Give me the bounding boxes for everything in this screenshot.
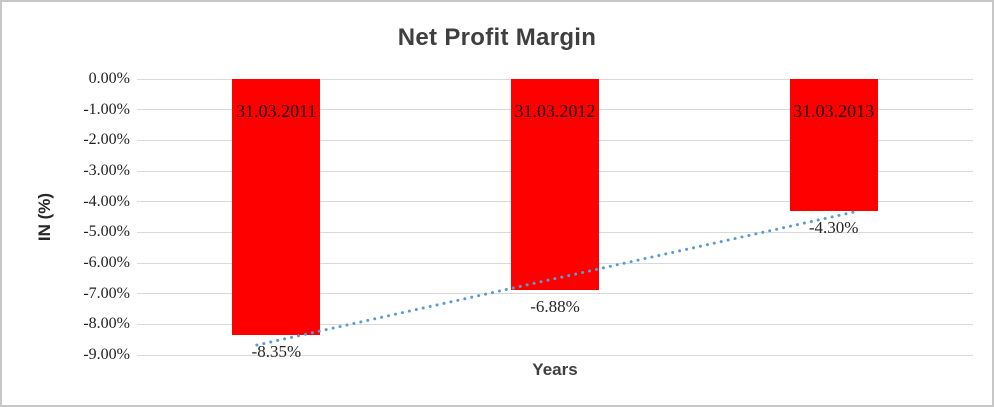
y-tick-label: -1.00% — [83, 100, 130, 118]
y-tick-label: -6.00% — [83, 254, 130, 271]
y-tick-label: -4.00% — [83, 192, 130, 210]
y-tick-label: -3.00% — [83, 162, 130, 179]
y-tick-label: -9.00% — [83, 346, 130, 363]
x-axis-title: Years — [532, 360, 578, 379]
bar-category-label: 31.03.2011 — [236, 101, 317, 121]
bar-value-label: -4.30% — [808, 217, 859, 237]
y-tick-label: -8.00% — [83, 315, 130, 333]
chart-title: Net Profit Margin — [397, 24, 597, 51]
y-tick-label: -7.00% — [83, 284, 130, 302]
bar-31.03.2013 — [789, 79, 878, 211]
bar-value-label: -8.35% — [251, 342, 302, 362]
bar-value-label: -6.88% — [530, 296, 580, 316]
y-tick-label: -2.00% — [83, 131, 130, 149]
gridline — [137, 354, 973, 356]
bar-category-label: 31.03.2013 — [793, 101, 875, 121]
bar-category-label: 31.03.2012 — [514, 101, 596, 121]
plot-area: 31.03.2011 -8.35% 31.03.2012 -6.88% 31.03.20… — [137, 78, 973, 361]
y-tick-label: 0.00% — [88, 70, 130, 87]
y-tick-label: -5.00% — [83, 223, 130, 241]
